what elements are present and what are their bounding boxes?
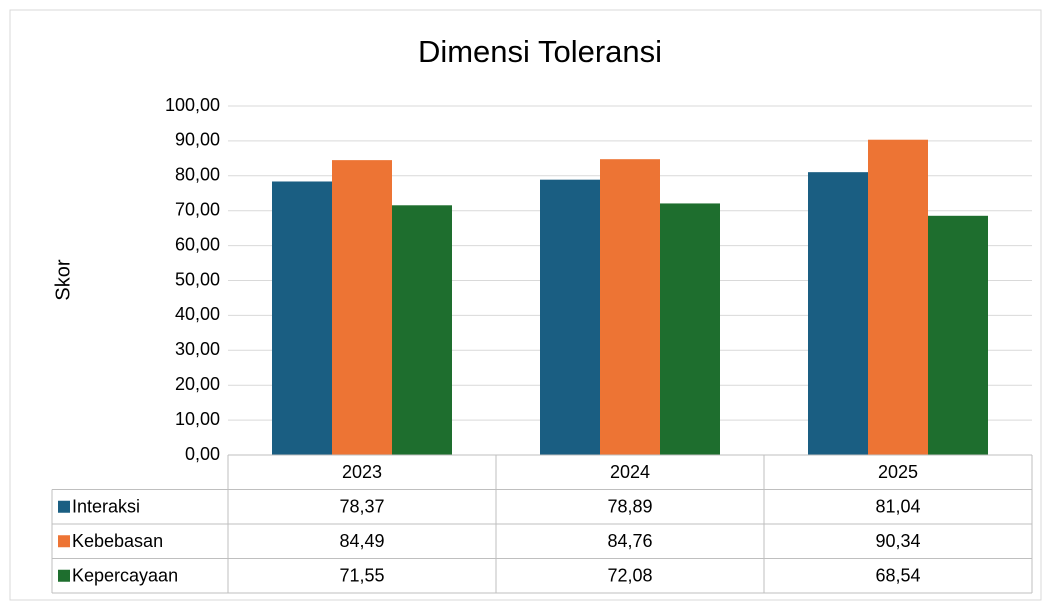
y-tick-label: 20,00 — [175, 374, 220, 394]
bar — [808, 172, 868, 455]
y-tick-label: 50,00 — [175, 269, 220, 289]
bar — [272, 181, 332, 455]
y-axis-label: Skor — [52, 259, 74, 300]
y-tick-label: 30,00 — [175, 339, 220, 359]
table-value: 84,76 — [607, 531, 652, 551]
table-value: 90,34 — [875, 531, 920, 551]
bar — [660, 203, 720, 455]
y-tick-label: 100,00 — [165, 95, 220, 115]
y-tick-label: 70,00 — [175, 199, 220, 219]
table-value: 71,55 — [339, 566, 384, 586]
x-tick-label: 2023 — [342, 462, 382, 482]
bar — [868, 139, 928, 456]
table-value: 84,49 — [339, 531, 384, 551]
y-tick-label: 90,00 — [175, 130, 220, 150]
legend-label: Interaksi — [72, 497, 140, 517]
table-value: 81,04 — [875, 497, 920, 517]
y-tick-label: 0,00 — [185, 444, 220, 464]
chart-title: Dimensi Toleransi — [418, 34, 662, 69]
y-tick-label: 40,00 — [175, 304, 220, 324]
table-value: 68,54 — [875, 566, 920, 586]
x-tick-label: 2024 — [610, 462, 650, 482]
legend-label: Kebebasan — [72, 531, 163, 551]
y-tick-label: 10,00 — [175, 409, 220, 429]
table-value: 78,89 — [607, 497, 652, 517]
legend-label: Kepercayaan — [72, 566, 178, 586]
bar — [392, 205, 452, 455]
legend-swatch — [58, 500, 70, 513]
table-value: 72,08 — [607, 566, 652, 586]
y-tick-label: 60,00 — [175, 234, 220, 254]
x-tick-label: 2025 — [878, 462, 918, 482]
y-tick-label: 80,00 — [175, 165, 220, 185]
table-value: 78,37 — [339, 497, 384, 517]
bar — [600, 159, 660, 455]
legend-swatch — [58, 535, 70, 548]
bar — [540, 179, 600, 456]
bar — [928, 215, 988, 455]
bar — [332, 160, 392, 456]
legend-swatch — [58, 569, 70, 582]
